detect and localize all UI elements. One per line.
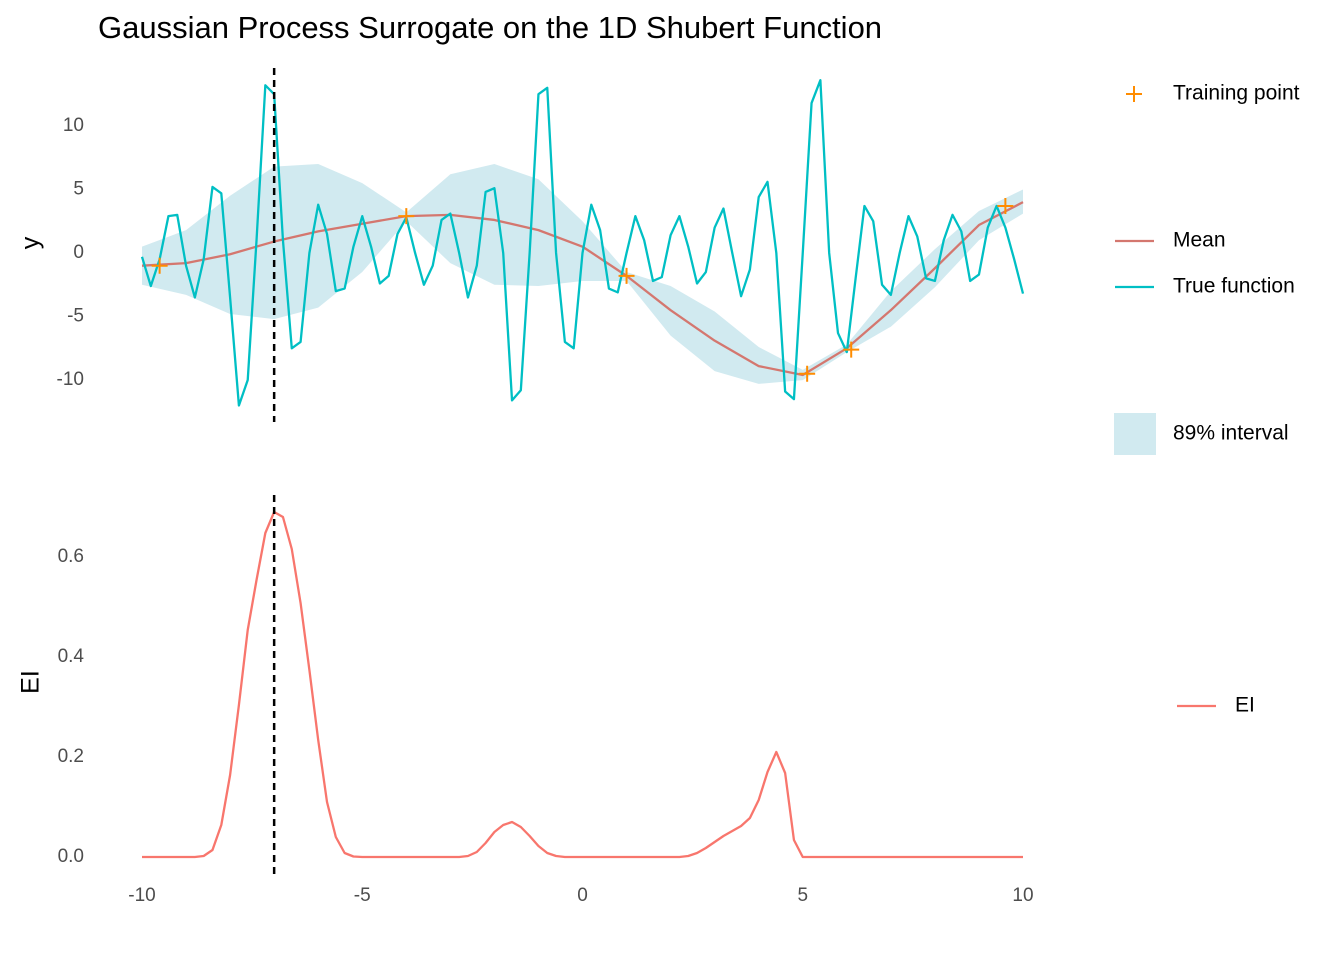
training-point xyxy=(997,197,1014,214)
training-point xyxy=(843,341,860,358)
y-tick-label: 0.6 xyxy=(58,546,84,567)
legend-key xyxy=(1114,413,1156,455)
legend-label: EI xyxy=(1235,694,1255,717)
y-tick-label: 0.0 xyxy=(58,846,84,867)
series-line xyxy=(142,510,1023,859)
y-tick-label: -10 xyxy=(57,369,84,390)
y-tick-label: 0.4 xyxy=(58,646,85,667)
y-axis-title: y xyxy=(17,236,45,249)
legend-label: True function xyxy=(1173,275,1295,298)
legend-key xyxy=(1126,86,1142,102)
legend-label: Mean xyxy=(1173,229,1226,252)
legend-label: Training point xyxy=(1173,82,1300,105)
y-axis-title: EI xyxy=(17,670,45,694)
training-point xyxy=(151,257,168,274)
legend-label: 89% interval xyxy=(1173,422,1289,445)
x-tick-label: 0 xyxy=(577,885,588,906)
x-tick-label: -5 xyxy=(354,885,371,906)
x-tick-label: 5 xyxy=(797,885,808,906)
x-tick-label: -10 xyxy=(128,885,155,906)
y-tick-label: 0.2 xyxy=(58,746,84,767)
training-point xyxy=(618,267,635,284)
y-tick-label: 0 xyxy=(73,242,84,263)
y-tick-label: -5 xyxy=(67,306,84,327)
y-tick-label: 5 xyxy=(73,178,84,199)
x-tick-label: 10 xyxy=(1012,885,1033,906)
series-line xyxy=(140,79,1025,407)
training-point xyxy=(398,208,415,225)
training-point xyxy=(799,365,816,382)
y-tick-label: 10 xyxy=(63,115,84,136)
chart-title: Gaussian Process Surrogate on the 1D Shu… xyxy=(98,10,882,45)
